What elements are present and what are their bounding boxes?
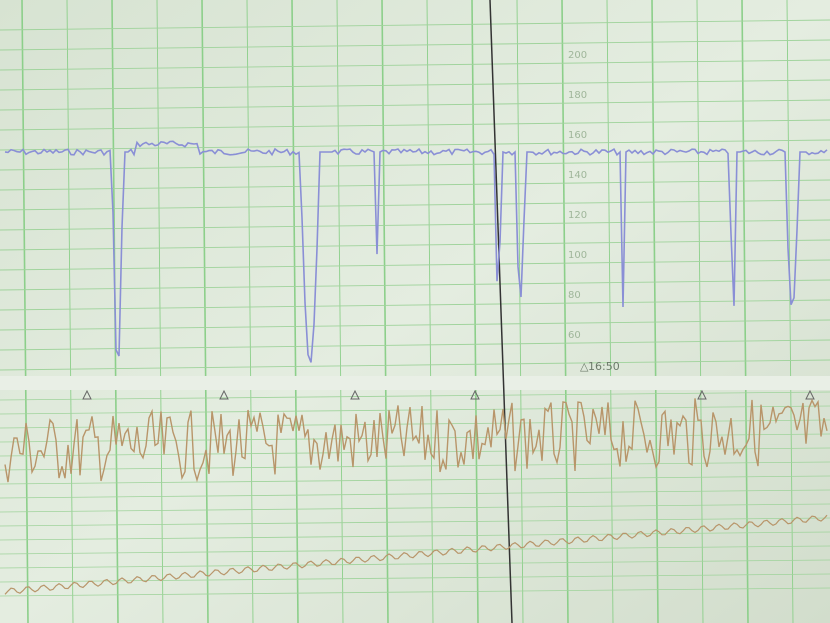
marker-triangle: △ [580, 360, 589, 373]
scale-label: 120 [568, 210, 587, 221]
screen-background [0, 0, 830, 623]
scale-label: 80 [568, 290, 581, 301]
scale-label: 180 [568, 90, 587, 101]
scale-label: 200 [568, 50, 587, 61]
scale-label: 100 [568, 250, 587, 261]
scale-label: 160 [568, 130, 587, 141]
scale-label: 140 [568, 170, 587, 181]
monitor-photo: 200 180 160 140 120 100 80 60 16:50 △ [0, 0, 830, 623]
scale-label: 60 [568, 330, 581, 341]
time-marker: 16:50 [588, 360, 620, 373]
